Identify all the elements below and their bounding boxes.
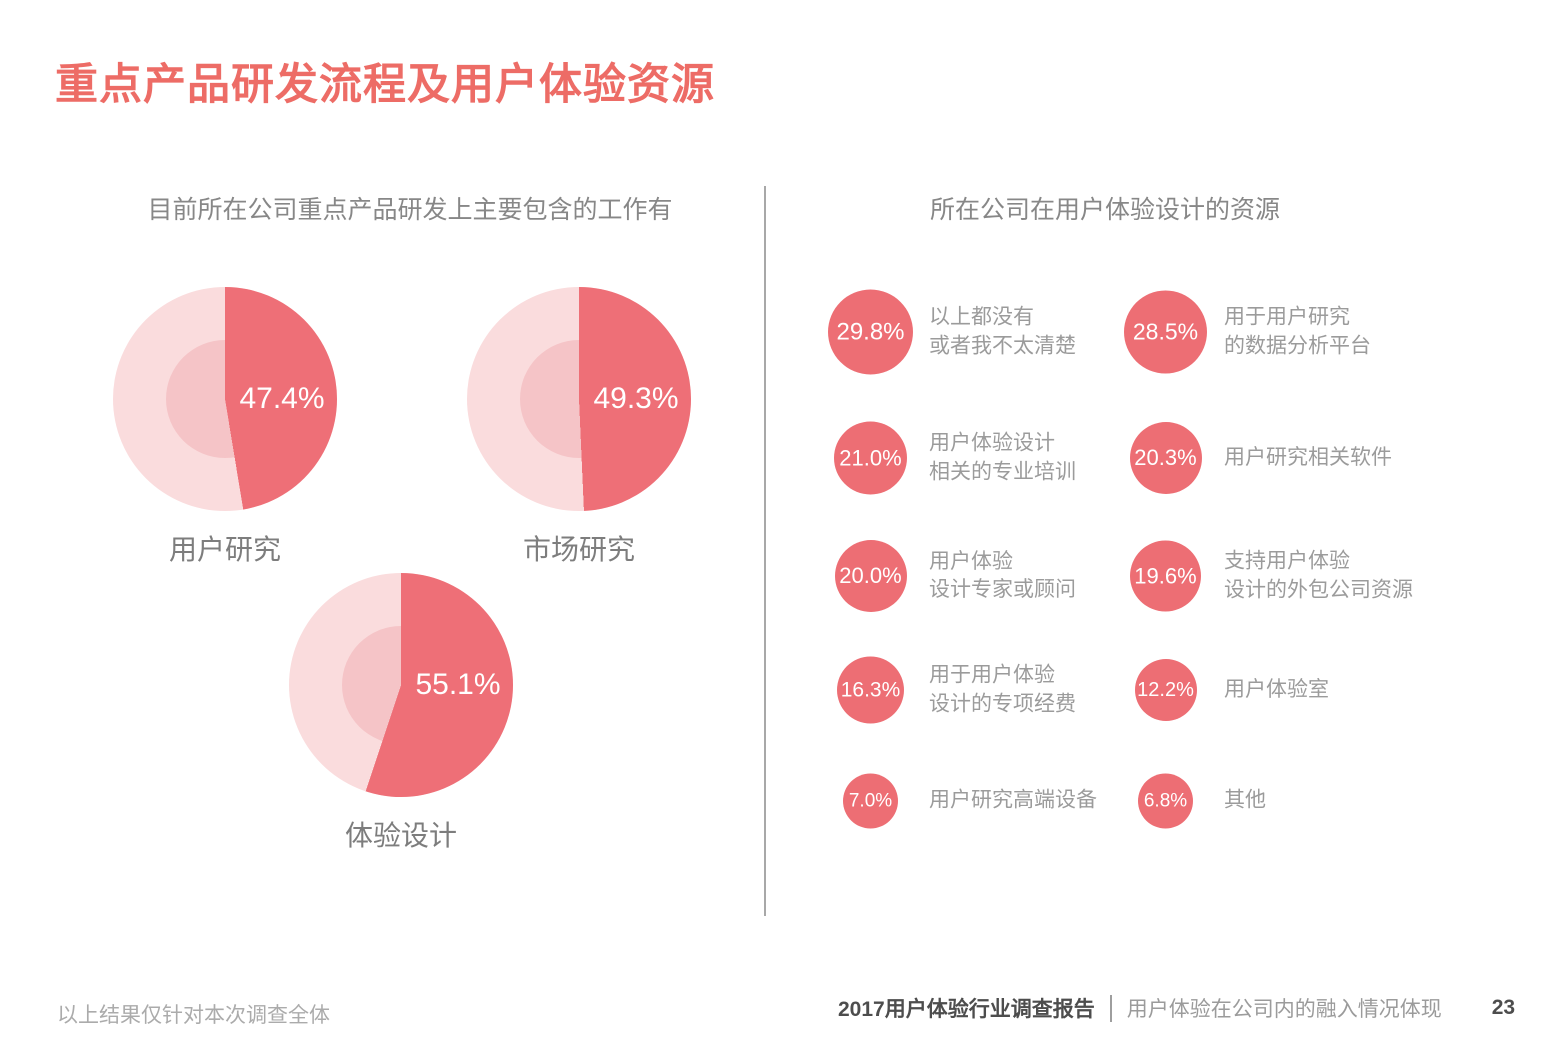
footer-section-title: 用户体验在公司内的融入情况体现 (1126, 998, 1442, 1021)
resource-percent-bubble: 21.0% (834, 421, 907, 495)
resource-percent: 7.0% (848, 790, 893, 811)
resource-percent-bubble: 29.8% (828, 289, 913, 375)
resource-percent: 21.0% (839, 445, 902, 470)
pie-category-label: 市场研究 (522, 534, 635, 565)
pie-slice (467, 287, 691, 511)
pie-chart: 55.1% (289, 573, 513, 797)
pie-value-label: 47.4% (239, 382, 325, 415)
footer-divider-bar (1109, 994, 1112, 1022)
resource-percent-bubble: 19.6% (1130, 540, 1201, 612)
left-section-header: 目前所在公司重点产品研发上主要包含的工作有 (147, 196, 673, 224)
resource-percent-bubble: 16.3% (837, 656, 904, 724)
footer-right: 2017用户体验行业调查报告 用户体验在公司内的融入情况体现 23 (838, 993, 1515, 1023)
pie-chart: 47.4% (113, 287, 337, 511)
resource-percent: 6.8% (1143, 790, 1188, 811)
pie-chart: 49.3% (467, 287, 691, 511)
pie-category-label: 体验设计 (344, 820, 457, 851)
resource-label: 用户研究相关软件 (1224, 445, 1392, 469)
footer-note: 以上结果仅针对本次调查全体 (57, 1004, 330, 1027)
pie-slice (113, 287, 337, 511)
pie-block-user-research: 47.4% 用户研究 (113, 287, 337, 568)
resource-percent: 20.3% (1134, 445, 1197, 470)
page-title: 重点产品研发流程及用户体验资源 (55, 61, 715, 109)
resource-percent-bubble: 28.5% (1124, 290, 1207, 374)
resource-label: 以上都没有 或者我不太清楚 (929, 305, 1076, 357)
resource-percent: 16.3% (840, 678, 901, 701)
vertical-divider (764, 186, 766, 916)
resource-percent-bubble: 20.3% (1129, 422, 1202, 494)
resource-item: 20.0% 用户体验 设计专家或顾问 (823, 540, 1076, 612)
resource-item: 28.5% 用于用户研究 的数据分析平台 (1118, 290, 1371, 374)
resource-percent: 29.8% (836, 318, 905, 345)
resource-item: 21.0% 用户体验设计 相关的专业培训 (823, 421, 1076, 495)
pie-block-market-research: 49.3% 市场研究 (467, 287, 691, 568)
resource-label: 用于用户体验 设计的专项经费 (929, 663, 1076, 715)
resource-percent-bubble: 20.0% (834, 540, 907, 612)
resource-label: 支持用户体验 设计的外包公司资源 (1224, 549, 1413, 601)
resource-percent-bubble: 12.2% (1134, 659, 1197, 721)
resource-item: 6.8% 其他 (1118, 773, 1266, 829)
resource-percent: 12.2% (1137, 678, 1194, 701)
resource-label: 用户体验室 (1224, 677, 1329, 701)
resource-item: 20.3% 用户研究相关软件 (1118, 422, 1392, 494)
pie-category-label: 用户研究 (168, 534, 281, 565)
resource-item: 29.8% 以上都没有 或者我不太清楚 (823, 289, 1076, 375)
pie-value-label: 55.1% (415, 668, 501, 701)
resource-percent: 20.0% (839, 563, 902, 588)
resource-label: 其他 (1224, 788, 1266, 812)
resource-item: 16.3% 用于用户体验 设计的专项经费 (823, 656, 1076, 724)
resource-label: 用户体验设计 相关的专业培训 (929, 431, 1076, 483)
resource-percent: 28.5% (1132, 318, 1199, 345)
pie-value-label: 49.3% (593, 382, 679, 415)
resource-percent: 19.6% (1134, 563, 1197, 588)
resource-label: 用户体验 设计专家或顾问 (929, 549, 1076, 601)
pie-block-experience-design: 55.1% 体验设计 (289, 573, 513, 854)
resource-item: 12.2% 用户体验室 (1118, 659, 1329, 721)
resource-percent-bubble: 6.8% (1138, 773, 1193, 829)
resource-item: 19.6% 支持用户体验 设计的外包公司资源 (1118, 540, 1413, 612)
right-section-header: 所在公司在用户体验设计的资源 (929, 196, 1280, 224)
resource-label: 用户研究高端设备 (929, 788, 1097, 812)
resource-percent-bubble: 7.0% (843, 773, 898, 829)
footer-report-title: 2017用户体验行业调查报告 (838, 998, 1095, 1021)
pie-slice (289, 573, 513, 797)
resource-label: 用于用户研究 的数据分析平台 (1224, 305, 1371, 357)
resource-item: 7.0% 用户研究高端设备 (823, 773, 1097, 829)
page-number: 23 (1491, 996, 1516, 1019)
